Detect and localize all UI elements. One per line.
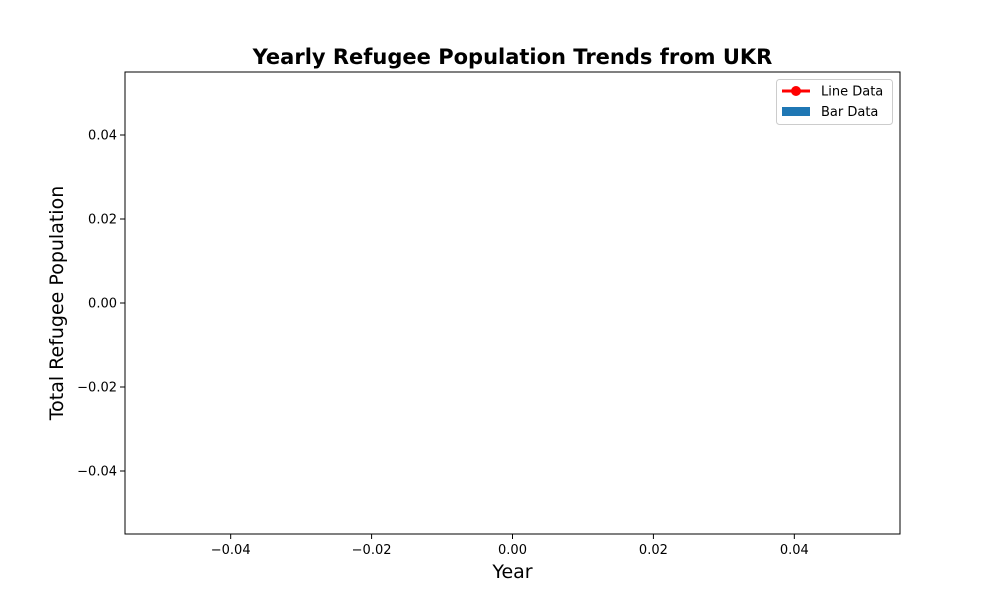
legend: Line Data Bar Data (776, 79, 893, 125)
x-tick-label: −0.04 (211, 543, 251, 558)
x-tick-label: 0.02 (639, 543, 668, 558)
x-axis-title: Year (491, 561, 532, 583)
y-tick-label: −0.04 (77, 465, 117, 480)
y-axis-ticks: −0.04 −0.02 0.00 0.02 0.04 (77, 129, 125, 480)
y-tick-label: −0.02 (77, 381, 117, 396)
x-tick-label: −0.02 (352, 543, 392, 558)
legend-bar-swatch (782, 107, 810, 116)
plot-frame (124, 71, 901, 535)
x-axis-ticks: −0.04 −0.02 0.00 0.02 0.04 (211, 534, 809, 558)
legend-label-line: Line Data (821, 85, 883, 100)
chart-title: Yearly Refugee Population Trends from UK… (252, 45, 773, 69)
legend-label-bar: Bar Data (821, 105, 878, 120)
x-tick-label: 0.00 (498, 543, 527, 558)
plot-area (125, 72, 900, 534)
y-tick-label: 0.02 (88, 213, 117, 228)
y-axis-title: Total Refugee Population (46, 186, 68, 422)
y-tick-label: 0.00 (88, 297, 117, 312)
y-tick-label: 0.04 (88, 129, 117, 144)
legend-line-marker-icon (791, 86, 801, 96)
x-tick-label: 0.04 (780, 543, 809, 558)
